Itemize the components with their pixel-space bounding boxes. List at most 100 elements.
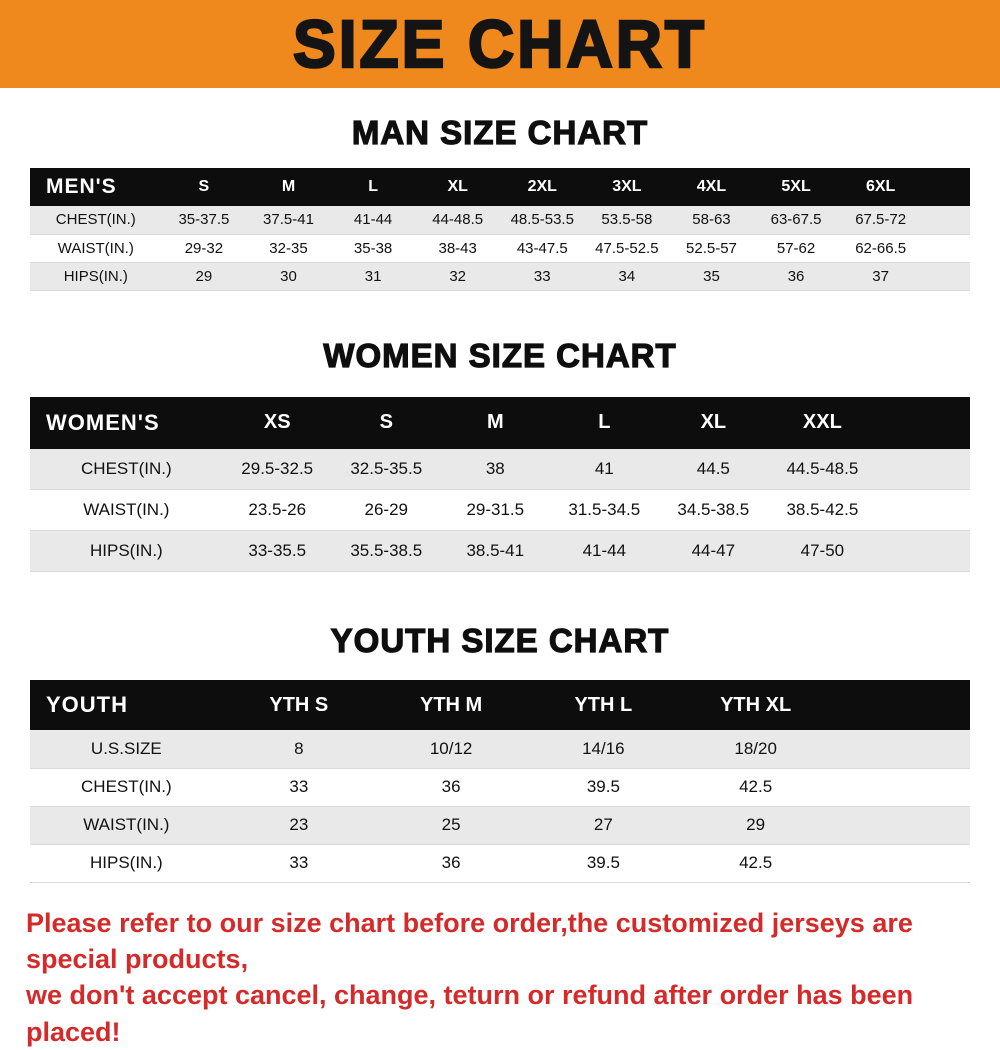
column-header: YTH L [527,680,679,730]
spacer-cell [832,680,970,730]
size-cell: 48.5-53.5 [500,206,585,234]
women-size-table: WOMEN'S XS S M L XL XXL CHEST(IN.) 29.5-… [30,397,970,573]
size-cell: 29 [680,806,832,844]
size-cell: 43-47.5 [500,234,585,262]
men-size-table: MEN'S S M L XL 2XL 3XL 4XL 5XL 6XL CHEST… [30,168,970,291]
column-header: XS [223,397,332,449]
size-cell: 39.5 [527,768,679,806]
size-cell: 52.5-57 [669,234,754,262]
size-cell: 27 [527,806,679,844]
column-header: 6XL [838,168,923,206]
spacer-cell [923,262,970,290]
size-cell: 41-44 [331,206,416,234]
size-cell: 36 [754,262,839,290]
size-cell: 35 [669,262,754,290]
size-cell: 44.5-48.5 [768,449,877,490]
footer-line-1: Please refer to our size chart before or… [26,905,974,978]
size-cell: 26-29 [332,490,441,531]
size-cell: 33 [223,844,375,882]
spacer-cell [877,490,970,531]
column-header: L [550,397,659,449]
size-cell: 10/12 [375,730,527,768]
women-table-corner: WOMEN'S [30,397,223,449]
table-row: WAIST(IN.) 29-32 32-35 35-38 38-43 43-47… [30,234,970,262]
spacer-cell [877,531,970,572]
men-header-row: MEN'S S M L XL 2XL 3XL 4XL 5XL 6XL [30,168,970,206]
row-label: CHEST(IN.) [30,449,223,490]
size-cell: 30 [246,262,331,290]
size-cell: 57-62 [754,234,839,262]
size-cell: 23 [223,806,375,844]
spacer-cell [832,844,970,882]
row-label: WAIST(IN.) [30,234,162,262]
table-row: WAIST(IN.) 23 25 27 29 [30,806,970,844]
spacer-cell [832,806,970,844]
table-row: HIPS(IN.) 33 36 39.5 42.5 [30,844,970,882]
table-row: CHEST(IN.) 33 36 39.5 42.5 [30,768,970,806]
size-cell: 58-63 [669,206,754,234]
footer-line-2: we don't accept cancel, change, teturn o… [26,977,974,1050]
size-cell: 29 [162,262,247,290]
banner: SIZE CHART [0,0,1000,88]
size-cell: 41 [550,449,659,490]
column-header: M [441,397,550,449]
column-header: 3XL [585,168,670,206]
size-cell: 32 [415,262,500,290]
size-cell: 67.5-72 [838,206,923,234]
size-cell: 33 [223,768,375,806]
youth-heading: YOUTH SIZE CHART [0,622,1000,660]
size-cell: 38.5-41 [441,531,550,572]
column-header: 4XL [669,168,754,206]
row-label: HIPS(IN.) [30,531,223,572]
column-header: L [331,168,416,206]
size-cell: 47-50 [768,531,877,572]
size-cell: 36 [375,768,527,806]
size-cell: 53.5-58 [585,206,670,234]
table-row: HIPS(IN.) 33-35.5 35.5-38.5 38.5-41 41-4… [30,531,970,572]
youth-table-corner: YOUTH [30,680,223,730]
spacer-cell [923,206,970,234]
row-label: CHEST(IN.) [30,206,162,234]
youth-size-table: YOUTH YTH S YTH M YTH L YTH XL U.S.SIZE … [30,680,970,883]
size-cell: 32-35 [246,234,331,262]
size-cell: 63-67.5 [754,206,839,234]
size-cell: 33-35.5 [223,531,332,572]
size-cell: 38.5-42.5 [768,490,877,531]
spacer-cell [832,730,970,768]
footer-note: Please refer to our size chart before or… [26,905,974,1050]
size-cell: 31.5-34.5 [550,490,659,531]
women-section: WOMEN SIZE CHART WOMEN'S XS S M L XL XXL… [0,337,1000,573]
size-cell: 35-38 [331,234,416,262]
youth-section: YOUTH SIZE CHART YOUTH YTH S YTH M YTH L… [0,622,1000,883]
size-cell: 38-43 [415,234,500,262]
column-header: YTH XL [680,680,832,730]
column-header: S [162,168,247,206]
table-row: U.S.SIZE 8 10/12 14/16 18/20 [30,730,970,768]
spacer-cell [832,768,970,806]
size-cell: 23.5-26 [223,490,332,531]
size-cell: 32.5-35.5 [332,449,441,490]
women-heading: WOMEN SIZE CHART [0,337,1000,375]
column-header: XL [415,168,500,206]
size-cell: 25 [375,806,527,844]
row-label: U.S.SIZE [30,730,223,768]
youth-header-row: YOUTH YTH S YTH M YTH L YTH XL [30,680,970,730]
size-cell: 33 [500,262,585,290]
size-cell: 18/20 [680,730,832,768]
row-label: WAIST(IN.) [30,490,223,531]
women-header-row: WOMEN'S XS S M L XL XXL [30,397,970,449]
size-cell: 34.5-38.5 [659,490,768,531]
column-header: 2XL [500,168,585,206]
spacer-cell [877,449,970,490]
size-cell: 34 [585,262,670,290]
size-cell: 29-31.5 [441,490,550,531]
row-label: CHEST(IN.) [30,768,223,806]
size-cell: 38 [441,449,550,490]
spacer-cell [877,397,970,449]
size-cell: 37 [838,262,923,290]
column-header: S [332,397,441,449]
size-cell: 35-37.5 [162,206,247,234]
men-section: MAN SIZE CHART MEN'S S M L XL 2XL 3XL 4X… [0,114,1000,291]
row-label: HIPS(IN.) [30,262,162,290]
size-cell: 31 [331,262,416,290]
